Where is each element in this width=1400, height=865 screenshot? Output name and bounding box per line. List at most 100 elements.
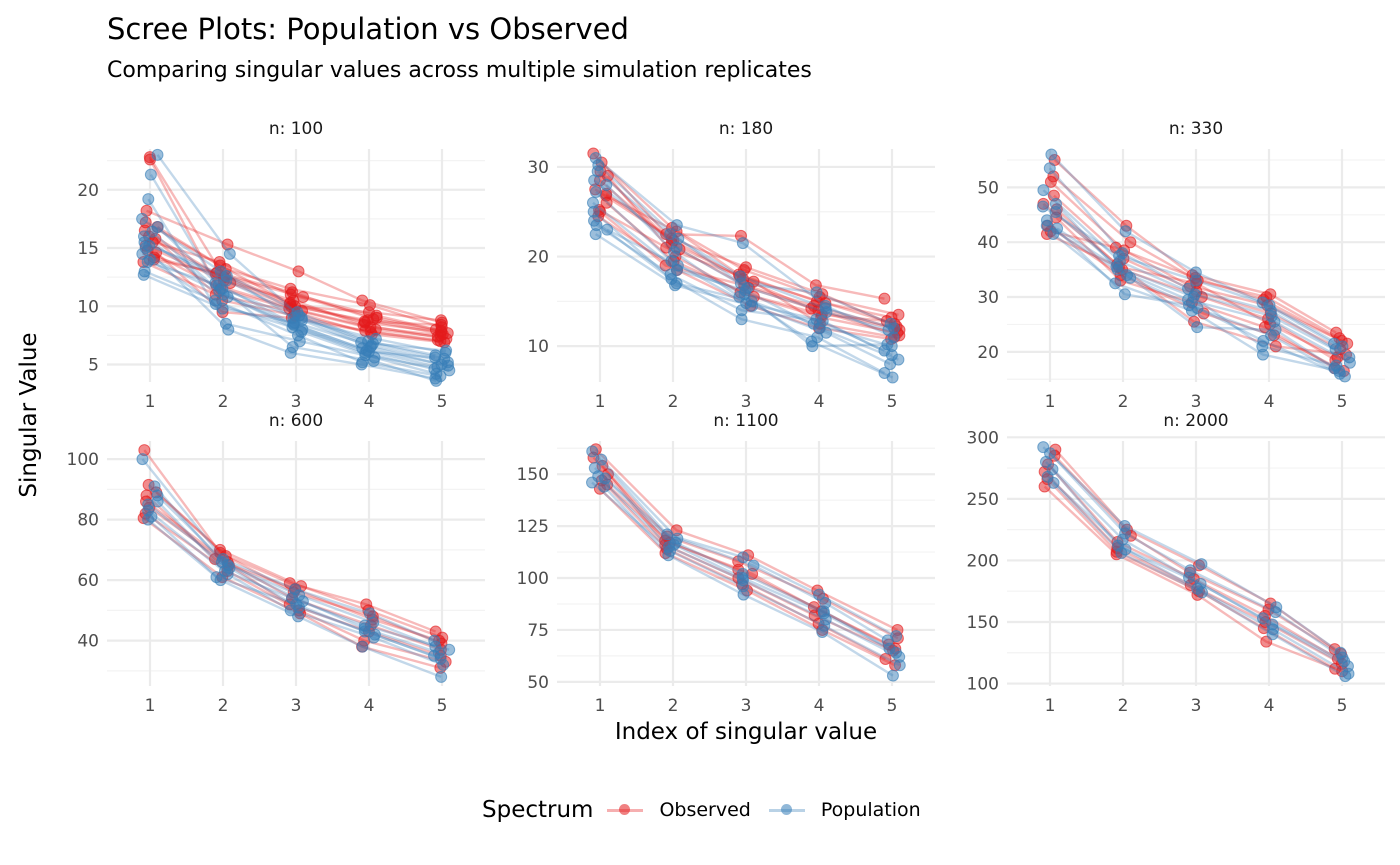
y-tick-label: 5	[88, 356, 99, 376]
data-point-population	[881, 338, 894, 351]
y-tick-label: 250	[967, 490, 999, 510]
data-point-population	[218, 565, 231, 578]
data-point-population	[589, 228, 602, 241]
data-point-population	[671, 259, 684, 272]
data-point-population	[286, 341, 299, 354]
data-point-population	[151, 495, 164, 508]
data-point-population	[1256, 340, 1269, 353]
data-point-population	[435, 670, 448, 683]
y-tick-label: 50	[527, 673, 549, 693]
facet-strip-label: n: 2000	[1163, 411, 1228, 431]
x-tick-label: 3	[1191, 392, 1202, 412]
y-tick-label: 300	[967, 428, 999, 448]
legend-key-observed-icon	[605, 800, 645, 820]
data-point-population	[142, 193, 155, 206]
x-tick-label: 4	[1264, 696, 1275, 716]
y-tick-label: 80	[77, 511, 99, 531]
data-point-population	[369, 332, 382, 345]
data-point-population	[1183, 571, 1196, 584]
data-point-population	[586, 445, 599, 458]
y-axis-title: Singular Value	[16, 332, 42, 497]
facet-panel: n: 100 5 10 15 20 1 2 3 4 5	[77, 119, 485, 412]
data-point-population	[1336, 340, 1349, 353]
data-point-population	[670, 219, 683, 232]
data-point-population	[144, 168, 157, 181]
x-tick-label: 1	[1045, 696, 1056, 716]
data-point-population	[661, 528, 674, 541]
y-tick-label: 10	[527, 337, 549, 357]
x-tick-label: 1	[145, 392, 156, 412]
data-point-population	[292, 610, 305, 623]
data-point-population	[1195, 558, 1208, 571]
data-point-population	[1330, 359, 1343, 372]
facet-strip-label: n: 330	[1169, 119, 1223, 139]
data-point-population	[1266, 628, 1279, 641]
data-point-population	[737, 551, 750, 564]
data-point-population	[810, 286, 823, 299]
data-point-population	[590, 186, 603, 199]
data-point-population	[670, 241, 683, 254]
x-tick-label: 2	[1118, 392, 1129, 412]
chart-title: Scree Plots: Population vs Observed	[107, 12, 629, 46]
data-point-population	[429, 351, 442, 364]
legend-item-population[interactable]: Population	[767, 799, 921, 821]
x-tick-label: 3	[741, 392, 752, 412]
x-tick-label: 2	[668, 696, 679, 716]
data-point-population	[285, 592, 298, 605]
data-point-population	[816, 626, 829, 639]
data-point-population	[1195, 586, 1208, 599]
data-point-population	[1037, 184, 1050, 197]
data-point-population	[223, 247, 236, 260]
data-point-observed	[367, 313, 380, 326]
x-tick-label: 5	[887, 696, 898, 716]
data-point-population	[146, 225, 159, 238]
x-tick-label: 3	[291, 696, 302, 716]
data-point-population	[599, 472, 612, 485]
data-point-population	[356, 342, 369, 355]
facet-panel: n: 2000 100 150 200 250 300 1 2 3 4 5	[967, 411, 1385, 716]
data-point-population	[591, 165, 604, 178]
data-point-population	[1269, 606, 1282, 619]
x-tick-label: 1	[145, 696, 156, 716]
y-tick-label: 30	[977, 288, 999, 308]
data-point-population	[586, 476, 599, 489]
facet-strip-label: n: 600	[269, 411, 323, 431]
data-point-population	[1113, 249, 1126, 262]
data-point-population	[595, 453, 608, 466]
x-tick-label: 3	[291, 392, 302, 412]
data-point-population	[287, 318, 300, 331]
data-point-population	[1110, 260, 1123, 273]
data-point-population	[1115, 547, 1128, 560]
x-tick-label: 3	[741, 696, 752, 716]
y-tick-label: 100	[967, 675, 999, 695]
replicate-line-population	[600, 458, 889, 642]
data-point-population	[664, 268, 677, 281]
data-point-population	[747, 559, 760, 572]
x-tick-label: 4	[1264, 392, 1275, 412]
data-point-observed	[1044, 175, 1057, 188]
data-point-population	[736, 572, 749, 585]
data-point-population	[1036, 200, 1049, 213]
legend-item-observed[interactable]: Observed	[605, 799, 751, 821]
data-point-population	[213, 285, 226, 298]
data-point-population	[439, 346, 452, 359]
facet-strip-label: n: 1100	[713, 411, 778, 431]
data-point-population	[1124, 271, 1137, 284]
data-point-observed	[807, 299, 820, 312]
y-tick-label: 40	[977, 233, 999, 253]
y-tick-label: 20	[77, 181, 99, 201]
data-point-population	[819, 302, 832, 315]
x-tick-label: 1	[595, 696, 606, 716]
data-point-population	[356, 640, 369, 653]
data-point-population	[893, 659, 906, 672]
data-point-population	[216, 302, 229, 315]
x-tick-label: 3	[1191, 696, 1202, 716]
data-point-population	[1119, 225, 1132, 238]
y-tick-label: 50	[977, 178, 999, 198]
legend-title: Spectrum	[482, 797, 594, 823]
data-point-population	[1189, 274, 1202, 287]
data-point-population	[1051, 222, 1064, 235]
facet-panel: n: 1100 50 75 100 125 150 1 2 3 4 5	[517, 411, 935, 716]
data-point-population	[669, 279, 682, 292]
facet-strip-label: n: 100	[269, 119, 323, 139]
